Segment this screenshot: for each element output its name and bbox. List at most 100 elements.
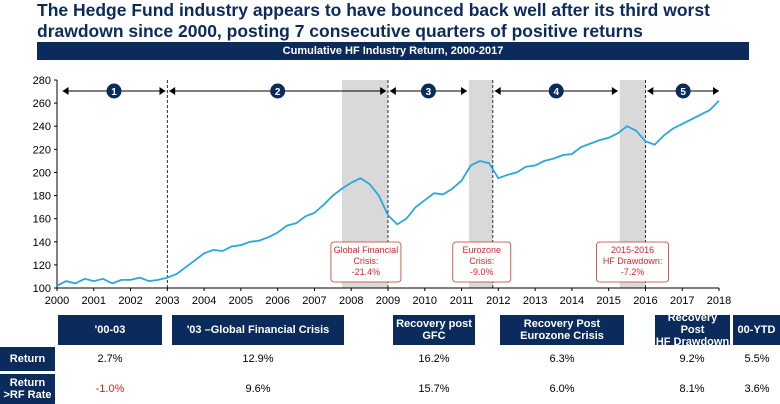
period-badge — [548, 83, 564, 99]
period-arrow-head-left — [494, 87, 501, 95]
table-header-recovery-hf: Recovery Post HF Drawdown — [655, 312, 730, 348]
table-cell: 9.2% — [679, 353, 705, 365]
period-badge — [106, 83, 122, 99]
x-tick-label: 2010 — [413, 295, 437, 307]
y-tick-label: 100 — [33, 283, 51, 295]
table-cell: 3.6% — [744, 383, 770, 395]
x-tick-label: 2003 — [155, 295, 179, 307]
headline-line-1: The Hedge Fund industry appears to have … — [37, 0, 710, 20]
x-tick-label: 2005 — [229, 295, 253, 307]
period-badge — [420, 83, 436, 99]
crisis-callout-text: 2015-2016 — [611, 245, 654, 255]
x-tick-label: 2002 — [118, 295, 142, 307]
crisis-callout-text: -7.2% — [621, 267, 645, 277]
table-header-recovery-gfc: Recovery post GFC — [393, 315, 475, 345]
table-header-gfc: '03 –Global Financial Crisis — [172, 315, 344, 345]
row-label-text: Return — [9, 377, 46, 389]
x-tick-label: 2016 — [633, 295, 657, 307]
header-label: '03 –Global Financial Crisis — [186, 324, 330, 336]
x-tick-label: 2008 — [339, 295, 363, 307]
y-tick-label: 240 — [33, 121, 51, 133]
period-arrow-head-right — [611, 87, 618, 95]
period-arrow-head-left — [647, 87, 654, 95]
period-number: 2 — [275, 87, 281, 98]
y-tick-label: 260 — [33, 98, 51, 110]
row-label-return-rf: Return >RF Rate — [0, 374, 55, 404]
table-cell: 12.9% — [242, 353, 274, 365]
table-header-recovery-eurozone: Recovery Post Eurozone Crisis — [500, 315, 624, 345]
table-cell: 16.2% — [418, 353, 450, 365]
period-number: 5 — [680, 87, 686, 98]
x-tick-label: 2004 — [192, 295, 216, 307]
crisis-callout — [330, 241, 402, 283]
table-cell: 5.5% — [744, 353, 770, 365]
header-label: Recovery post — [396, 318, 472, 330]
period-arrow-head-right — [461, 87, 468, 95]
table-cell: -1.0% — [95, 383, 125, 395]
cumulative-return-chart: 100 120 140 160 180 200 220 240 260 280 2000 2001 20… — [33, 75, 732, 307]
table-header-00-ytd: 00-YTD — [733, 315, 780, 345]
header-label: Recovery Post — [523, 318, 601, 330]
y-tick-label: 200 — [33, 167, 51, 179]
crisis-callout-text: Eurozone — [463, 245, 502, 255]
row-label-text: >RF Rate — [3, 389, 52, 401]
x-tick-label: 2015 — [596, 295, 620, 307]
cumulative-return-line — [56, 100, 720, 287]
period-arrow-head-left — [62, 87, 69, 95]
crisis-callout-text: HF Drawdown: — [603, 256, 663, 266]
crisis-callout-text: Crisis: — [353, 256, 378, 266]
y-tick-label: 120 — [33, 260, 51, 272]
period-number: 3 — [426, 87, 432, 98]
headline: The Hedge Fund industry appears to have … — [37, 0, 777, 42]
x-tick-label: 2011 — [450, 295, 474, 307]
x-tick-label: 2018 — [707, 295, 731, 307]
table-header-00-03: '00-03 — [58, 315, 162, 345]
x-tick-label: 2007 — [302, 295, 326, 307]
crisis-callout-text: -21.4% — [352, 267, 381, 277]
y-tick-label: 160 — [33, 214, 51, 226]
x-tick-label: 2009 — [376, 295, 400, 307]
y-tick-label: 280 — [33, 75, 51, 87]
period-arrow-head-right — [713, 87, 719, 95]
x-tick-label: 2013 — [523, 295, 547, 307]
header-label: Recovery Post — [667, 312, 718, 336]
table-cell: 15.7% — [418, 383, 450, 395]
y-tick-label: 220 — [33, 144, 51, 156]
header-label: HF Drawdown — [655, 336, 730, 348]
x-tick-label: 2006 — [265, 295, 289, 307]
row-label-text: Return — [9, 353, 46, 365]
table-cell: 2.7% — [97, 353, 123, 365]
crisis-callout-text: Global Financial — [334, 245, 399, 255]
headline-line-2: drawdown since 2000, posting 7 consecuti… — [37, 21, 643, 41]
crisis-band — [468, 80, 493, 288]
x-tick-label: 2017 — [670, 295, 694, 307]
table-cell: 9.6% — [245, 383, 271, 395]
x-tick-label: 2014 — [560, 295, 584, 307]
header-label: '00-03 — [94, 324, 126, 336]
row-label-return: Return — [0, 347, 55, 371]
period-badge — [270, 83, 286, 99]
y-tick-label: 180 — [33, 191, 51, 203]
table-cell: 6.3% — [549, 353, 575, 365]
period-badge — [675, 83, 691, 99]
table-cell: 6.0% — [549, 383, 575, 395]
crisis-callout-text: -9.0% — [470, 267, 494, 277]
period-arrow-head-left — [169, 87, 176, 95]
period-arrow-head-right — [380, 87, 387, 95]
x-tick-label: 2001 — [82, 295, 106, 307]
y-tick-label: 140 — [33, 237, 51, 249]
period-number: 1 — [111, 87, 117, 98]
period-arrow-head-left — [389, 87, 396, 95]
period-arrow-head-right — [159, 87, 166, 95]
period-number: 4 — [553, 87, 559, 98]
header-label: 00-YTD — [737, 324, 776, 336]
crisis-callout — [452, 241, 512, 283]
header-label: GFC — [422, 330, 446, 342]
table-cell: 8.1% — [679, 383, 705, 395]
crisis-callout-text: Crisis: — [469, 256, 494, 266]
x-tick-label: 2012 — [486, 295, 510, 307]
chart-title-banner: Cumulative HF Industry Return, 2000-2017 — [37, 42, 749, 60]
x-tick-label: 2000 — [45, 295, 69, 307]
header-label: Eurozone Crisis — [520, 330, 604, 342]
crisis-callout — [596, 241, 669, 283]
